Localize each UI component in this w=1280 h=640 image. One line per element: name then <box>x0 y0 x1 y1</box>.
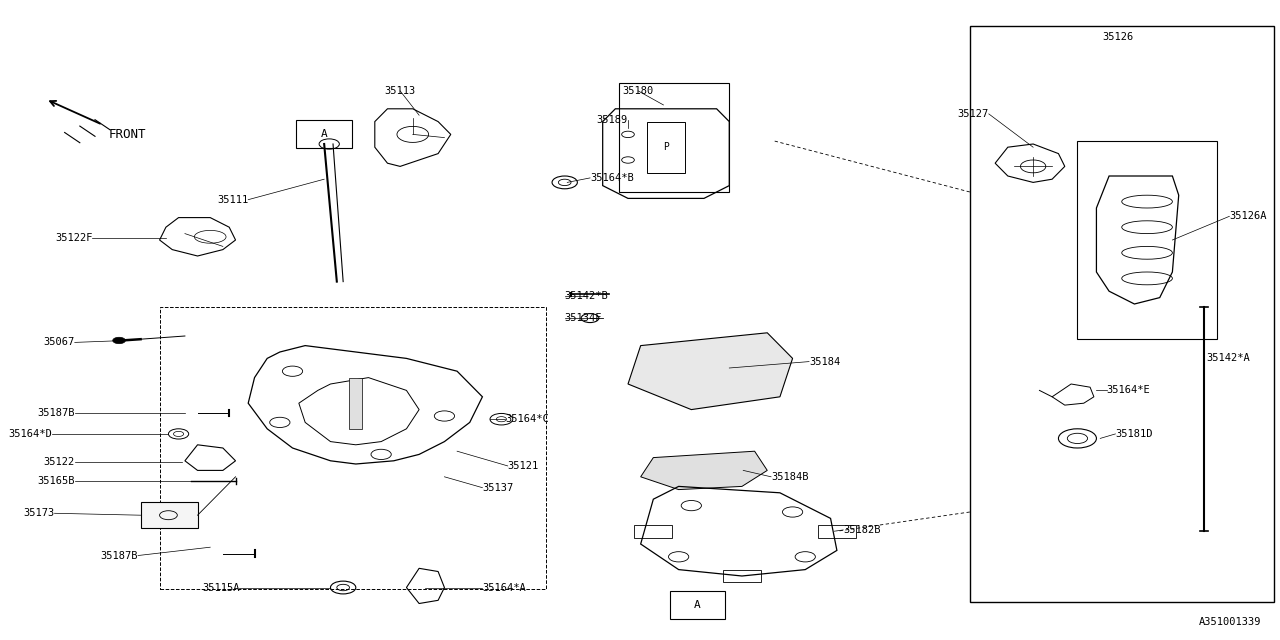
Text: 35181D: 35181D <box>1115 429 1153 439</box>
Text: 35180: 35180 <box>622 86 654 96</box>
Text: 35184: 35184 <box>809 356 840 367</box>
Text: 35127: 35127 <box>957 109 989 119</box>
Text: A351001339: A351001339 <box>1198 617 1261 627</box>
Text: 35165B: 35165B <box>37 476 74 486</box>
Text: 35164*D: 35164*D <box>8 429 52 439</box>
Polygon shape <box>141 502 197 528</box>
Text: A: A <box>694 600 701 610</box>
Text: 35142*B: 35142*B <box>564 291 608 301</box>
Text: 35164*C: 35164*C <box>506 414 549 424</box>
Text: 35182B: 35182B <box>844 525 881 535</box>
Text: P: P <box>663 142 669 152</box>
Text: 35067: 35067 <box>44 337 74 348</box>
Text: 35187B: 35187B <box>37 408 74 418</box>
Polygon shape <box>349 378 362 429</box>
Text: 35137: 35137 <box>483 483 513 493</box>
Text: 35122: 35122 <box>44 457 74 467</box>
Text: 35142*A: 35142*A <box>1207 353 1251 364</box>
Text: 35173: 35173 <box>23 508 55 518</box>
Text: 35126A: 35126A <box>1229 211 1267 221</box>
Text: FRONT: FRONT <box>109 128 146 141</box>
Text: 35134F: 35134F <box>564 313 602 323</box>
Polygon shape <box>641 451 767 490</box>
Text: 35164*B: 35164*B <box>590 173 634 183</box>
Text: 35187B: 35187B <box>101 550 138 561</box>
Text: 35164*A: 35164*A <box>483 582 526 593</box>
Text: 35122F: 35122F <box>55 233 92 243</box>
Text: 35126: 35126 <box>1102 32 1134 42</box>
Polygon shape <box>628 333 792 410</box>
Circle shape <box>113 337 125 344</box>
Text: 35189: 35189 <box>596 115 628 125</box>
Text: 35121: 35121 <box>508 461 539 471</box>
Text: 35115A: 35115A <box>202 582 239 593</box>
Text: 35113: 35113 <box>384 86 416 96</box>
Text: A: A <box>321 129 328 140</box>
Text: 35111: 35111 <box>216 195 248 205</box>
Text: 35164*E: 35164*E <box>1106 385 1151 396</box>
Text: 35184B: 35184B <box>771 472 809 482</box>
